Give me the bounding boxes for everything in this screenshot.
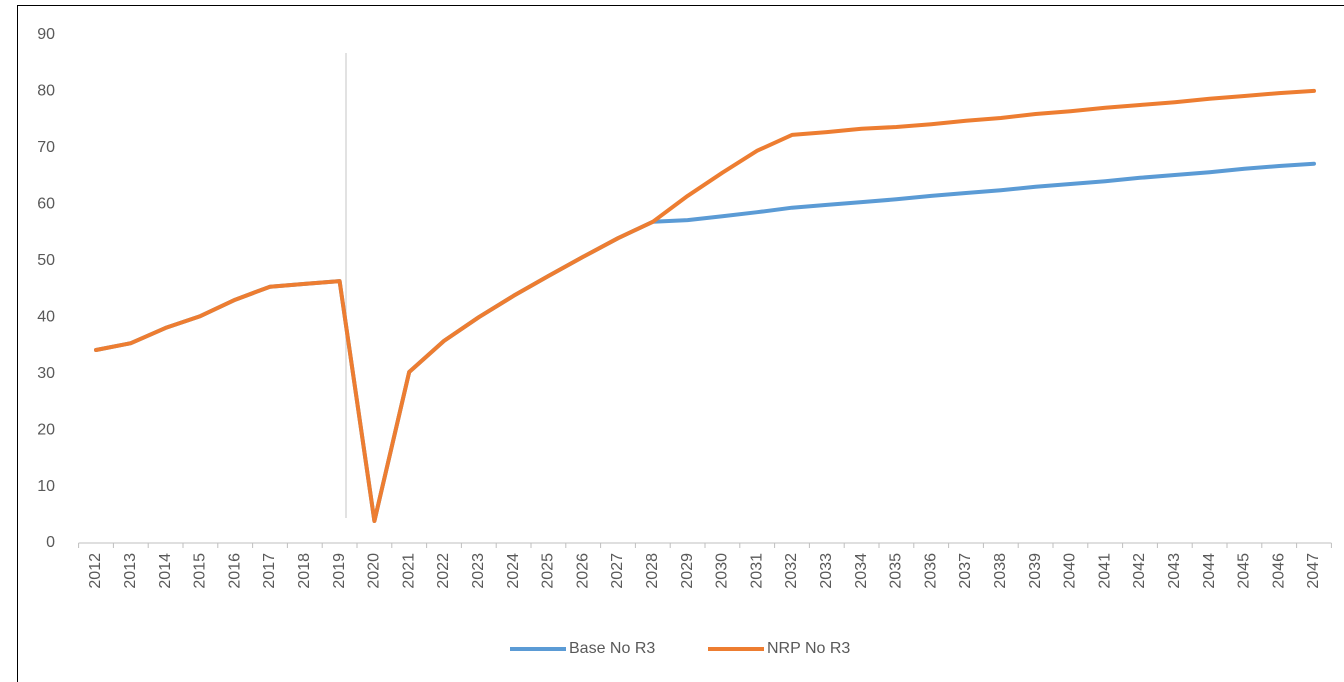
x-tick-label: 2040 [1062,553,1079,589]
x-tick-label: 2045 [1236,553,1253,589]
x-tick-label: 2030 [714,553,731,589]
x-tick-label: 2016 [226,553,243,589]
x-tick-label: 2017 [261,553,278,589]
x-tick-label: 2018 [296,553,313,589]
x-tick-label: 2013 [122,553,139,589]
y-tick-label: 80 [37,83,55,100]
x-tick-label: 2035 [888,553,905,589]
x-tick-label: 2034 [853,553,870,589]
x-tick-label: 2023 [470,553,487,589]
x-tick-label: 2027 [609,553,626,589]
y-tick-label: 90 [37,26,55,43]
x-tick-label: 2039 [1027,553,1044,589]
x-tick-label: 2014 [157,553,174,589]
legend-label: Base No R3 [569,640,655,657]
x-tick-label: 2046 [1270,553,1287,589]
x-tick-label: 2028 [644,553,661,589]
x-tick-label: 2037 [957,553,974,589]
y-tick-label: 30 [37,365,55,382]
x-tick-label: 2032 [783,553,800,589]
x-tick-label: 2019 [331,553,348,589]
x-tick-label: 2020 [366,553,383,589]
y-tick-label: 0 [46,534,55,551]
x-tick-label: 2038 [992,553,1009,589]
x-tick-label: 2026 [574,553,591,589]
line-series [94,88,1316,523]
x-tick-label: 2036 [922,553,939,589]
y-tick-label: 20 [37,421,55,438]
x-tick-label: 2042 [1131,553,1148,589]
x-tick-label: 2041 [1096,553,1113,589]
x-tick-label: 2021 [400,553,417,589]
chart-frame [17,5,1344,682]
y-tick-label: 50 [37,252,55,269]
x-tick-label: 2044 [1201,553,1218,589]
x-tick-label: 2033 [818,553,835,589]
x-tick-label: 2024 [505,553,522,589]
y-tick-label: 70 [37,139,55,156]
x-tick-label: 2022 [435,553,452,589]
x-tick-label: 2043 [1166,553,1183,589]
x-tick-label: 2015 [192,553,209,589]
x-tick-label: 2029 [679,553,696,589]
x-tick-label: 2047 [1305,553,1322,589]
y-tick-label: 10 [37,478,55,495]
x-tick-label: 2025 [540,553,557,589]
x-tick-label: 2031 [748,553,765,589]
legend-label: NRP No R3 [767,640,850,657]
x-tick-label: 2012 [87,553,104,589]
y-tick-label: 40 [37,308,55,325]
y-tick-label: 60 [37,196,55,213]
